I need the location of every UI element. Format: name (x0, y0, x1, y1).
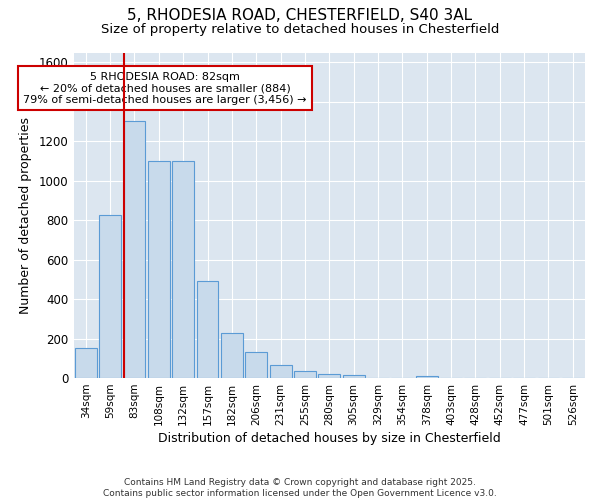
Bar (343, 375, 365, 378)
Bar (124, 120, 145, 378)
Bar (75, 348, 97, 378)
Text: 5 RHODESIA ROAD: 82sqm
← 20% of detached houses are smaller (884)
79% of semi-de: 5 RHODESIA ROAD: 82sqm ← 20% of detached… (23, 72, 307, 105)
Bar (245, 352, 267, 378)
Text: Contains HM Land Registry data © Crown copyright and database right 2025.
Contai: Contains HM Land Registry data © Crown c… (103, 478, 497, 498)
Bar (197, 282, 218, 378)
Bar (416, 376, 437, 378)
Bar (99, 216, 121, 378)
Bar (221, 332, 243, 378)
Bar (319, 374, 340, 378)
Bar (148, 161, 170, 378)
Bar (172, 161, 194, 378)
Bar (294, 370, 316, 378)
Y-axis label: Number of detached properties: Number of detached properties (19, 117, 32, 314)
X-axis label: Distribution of detached houses by size in Chesterfield: Distribution of detached houses by size … (158, 432, 500, 445)
Text: Size of property relative to detached houses in Chesterfield: Size of property relative to detached ho… (101, 22, 499, 36)
Bar (269, 365, 292, 378)
Text: 5, RHODESIA ROAD, CHESTERFIELD, S40 3AL: 5, RHODESIA ROAD, CHESTERFIELD, S40 3AL (127, 8, 473, 22)
